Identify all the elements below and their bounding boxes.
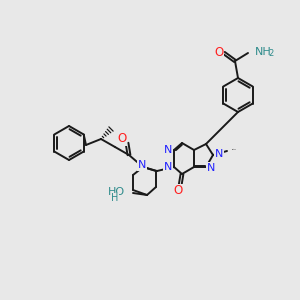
Text: N: N [207, 163, 215, 173]
Text: O: O [173, 184, 183, 197]
Text: N: N [215, 149, 223, 159]
Text: H: H [111, 193, 119, 203]
Text: methyl: methyl [232, 149, 237, 150]
Text: 2: 2 [268, 50, 273, 58]
Text: NH: NH [255, 47, 272, 57]
Text: N: N [138, 160, 146, 170]
Text: N: N [164, 145, 172, 155]
Text: HO: HO [108, 187, 125, 197]
Text: O: O [117, 133, 127, 146]
Text: O: O [214, 46, 224, 59]
Text: N: N [164, 162, 172, 172]
